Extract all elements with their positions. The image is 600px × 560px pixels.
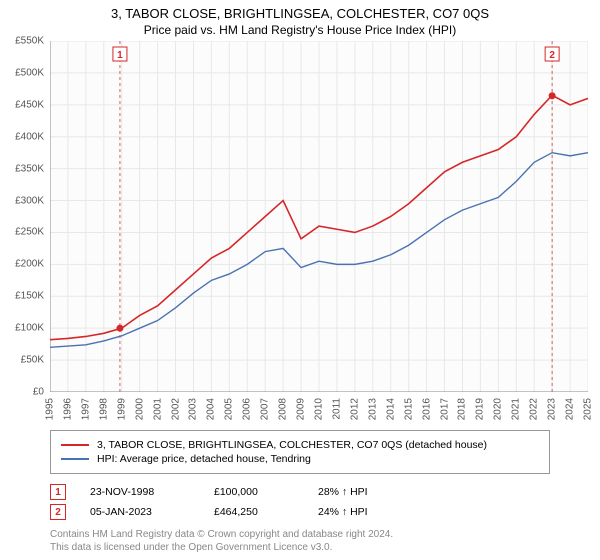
chart-svg: 12	[50, 41, 588, 392]
xtick-label: 2016	[421, 398, 432, 420]
marker-date: 23-NOV-1998	[90, 486, 190, 498]
xtick-label: 2003	[188, 398, 199, 420]
legend-swatch-hpi	[61, 458, 89, 460]
ytick-label: £450K	[15, 99, 44, 110]
marker-delta: 24% ↑ HPI	[318, 506, 368, 518]
xtick-label: 2020	[493, 398, 504, 420]
ytick-label: £400K	[15, 131, 44, 142]
xtick-label: 2012	[349, 398, 360, 420]
title-sub: Price paid vs. HM Land Registry's House …	[0, 23, 600, 37]
xtick-label: 1995	[45, 398, 56, 420]
xtick-label: 2025	[583, 398, 594, 420]
xtick-label: 2004	[206, 398, 217, 420]
svg-text:1: 1	[117, 50, 123, 61]
xtick-label: 2013	[367, 398, 378, 420]
ytick-label: £500K	[15, 67, 44, 78]
xtick-label: 2015	[403, 398, 414, 420]
ytick-label: £150K	[15, 291, 44, 302]
legend-label: HPI: Average price, detached house, Tend…	[97, 453, 311, 465]
footer: Contains HM Land Registry data © Crown c…	[50, 528, 550, 554]
xtick-label: 2018	[457, 398, 468, 420]
xtick-label: 2008	[278, 398, 289, 420]
marker-delta: 28% ↑ HPI	[318, 486, 368, 498]
xtick-label: 2023	[547, 398, 558, 420]
xtick-label: 2014	[385, 398, 396, 420]
title-main: 3, TABOR CLOSE, BRIGHTLINGSEA, COLCHESTE…	[0, 6, 600, 21]
xtick-label: 2022	[529, 398, 540, 420]
marker-badge: 1	[50, 484, 66, 500]
legend-row: HPI: Average price, detached house, Tend…	[61, 453, 539, 465]
marker-table: 1 23-NOV-1998 £100,000 28% ↑ HPI 2 05-JA…	[50, 480, 550, 524]
xtick-label: 2017	[439, 398, 450, 420]
xtick-label: 2005	[224, 398, 235, 420]
xtick-label: 2021	[511, 398, 522, 420]
xtick-label: 1998	[98, 398, 109, 420]
legend: 3, TABOR CLOSE, BRIGHTLINGSEA, COLCHESTE…	[50, 430, 550, 474]
xtick-label: 2024	[565, 398, 576, 420]
svg-text:2: 2	[549, 50, 555, 61]
xtick-label: 2007	[260, 398, 271, 420]
legend-swatch-price	[61, 444, 89, 446]
marker-row: 2 05-JAN-2023 £464,250 24% ↑ HPI	[50, 504, 550, 520]
footer-line: Contains HM Land Registry data © Crown c…	[50, 528, 550, 541]
xtick-label: 2006	[242, 398, 253, 420]
marker-price: £464,250	[214, 506, 294, 518]
marker-badge: 2	[50, 504, 66, 520]
ytick-label: £250K	[15, 227, 44, 238]
xtick-label: 2010	[314, 398, 325, 420]
xtick-label: 2011	[331, 398, 342, 420]
chart-titles: 3, TABOR CLOSE, BRIGHTLINGSEA, COLCHESTE…	[0, 0, 600, 41]
marker-date: 05-JAN-2023	[90, 506, 190, 518]
legend-label: 3, TABOR CLOSE, BRIGHTLINGSEA, COLCHESTE…	[97, 439, 487, 451]
ytick-label: £350K	[15, 163, 44, 174]
marker-price: £100,000	[214, 486, 294, 498]
ytick-label: £200K	[15, 259, 44, 270]
xtick-label: 2019	[475, 398, 486, 420]
xtick-label: 2000	[134, 398, 145, 420]
xtick-label: 1999	[116, 398, 127, 420]
legend-row: 3, TABOR CLOSE, BRIGHTLINGSEA, COLCHESTE…	[61, 439, 539, 451]
ytick-label: £300K	[15, 195, 44, 206]
xtick-label: 2001	[152, 398, 163, 420]
xtick-label: 1997	[80, 398, 91, 420]
xtick-label: 1996	[62, 398, 73, 420]
xtick-label: 2002	[170, 398, 181, 420]
ytick-label: £50K	[21, 355, 44, 366]
marker-row: 1 23-NOV-1998 £100,000 28% ↑ HPI	[50, 484, 550, 500]
xtick-label: 2009	[296, 398, 307, 420]
chart-plot-area: 12 £0£50K£100K£150K£200K£250K£300K£350K£…	[50, 41, 588, 392]
ytick-label: £100K	[15, 323, 44, 334]
footer-line: This data is licensed under the Open Gov…	[50, 541, 550, 554]
ytick-label: £550K	[15, 36, 44, 47]
ytick-label: £0	[33, 387, 44, 398]
